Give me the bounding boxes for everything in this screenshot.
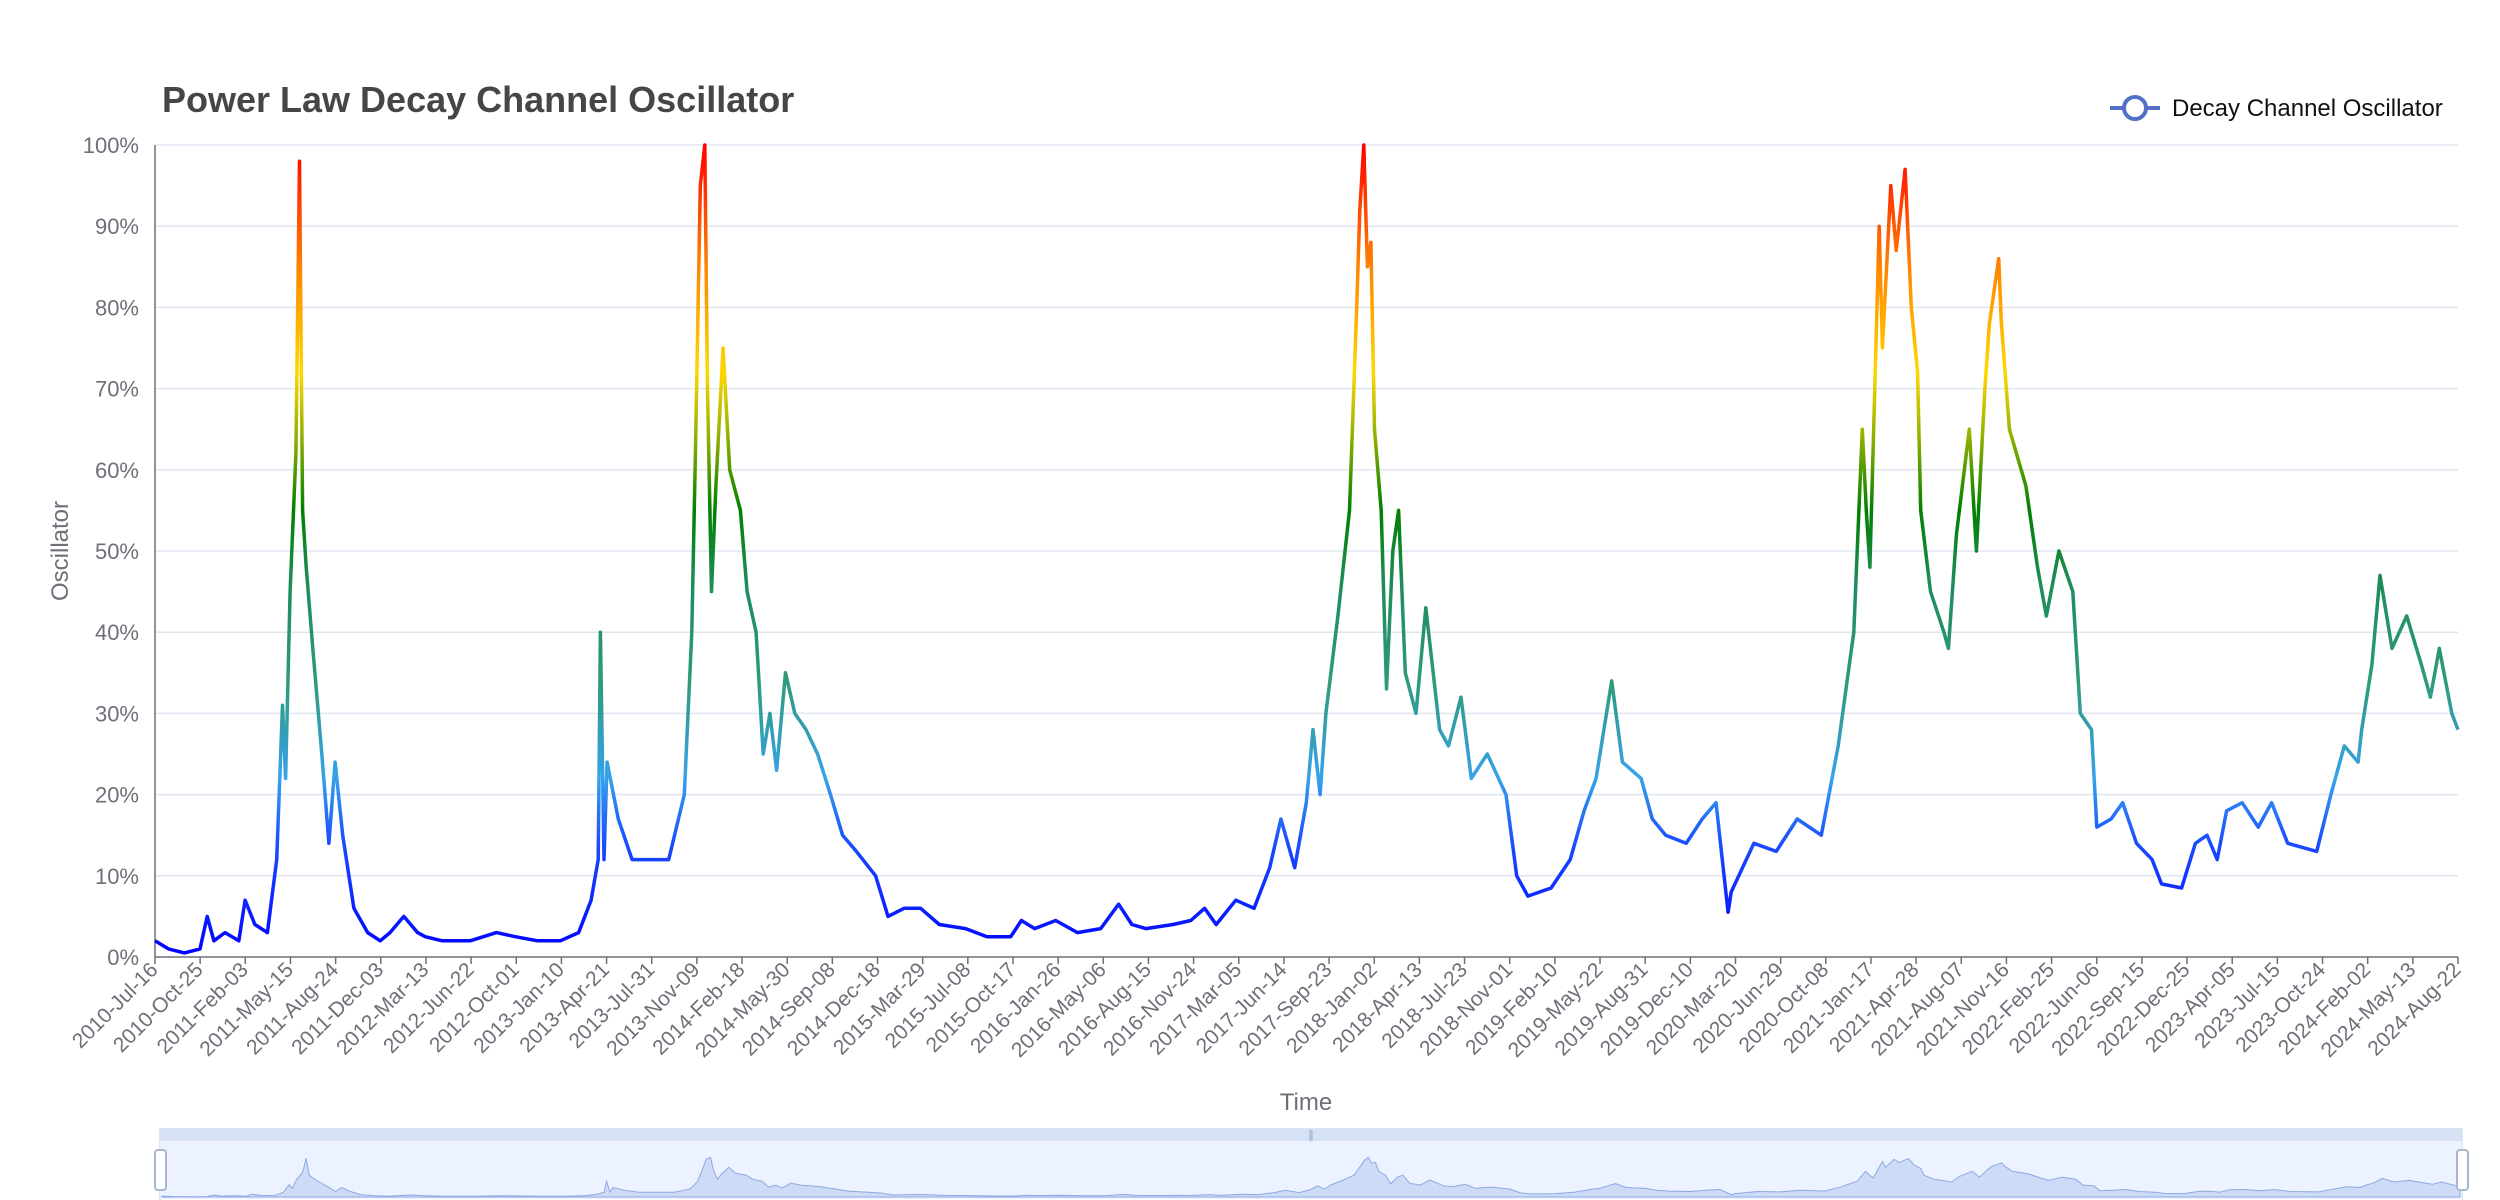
x-axis-title: Time [1280, 1089, 1332, 1116]
zoom-left-handle[interactable] [154, 1149, 167, 1191]
y-grid [155, 144, 2458, 877]
y-tick-label: 40% [95, 620, 139, 645]
y-tick-label: 0% [107, 945, 139, 970]
data-zoom-slider[interactable]: ∥ [154, 1128, 2469, 1200]
y-tick-label: 20% [95, 783, 139, 808]
legend-marker-icon [2122, 95, 2148, 121]
y-tick-label: 50% [95, 539, 139, 564]
zoom-move-bar[interactable] [160, 1129, 2462, 1141]
y-tick-label: 80% [95, 295, 139, 320]
legend-label: Decay Channel Oscillator [2172, 95, 2443, 122]
y-tick-label: 10% [95, 864, 139, 889]
y-axis-ticks: 0% 10% 20% 30% 40% 50% 60% 70% 80% 90% 100% [83, 133, 139, 970]
y-tick-label: 100% [83, 133, 139, 158]
y-tick-label: 70% [95, 377, 139, 402]
chart-title: Power Law Decay Channel Oscillator [162, 79, 794, 120]
zoom-preview-area [161, 1156, 2461, 1198]
y-axis-title: Oscillator [47, 501, 74, 601]
series-points [153, 143, 2460, 955]
y-tick-label: 60% [95, 458, 139, 483]
y-tick-label: 90% [95, 214, 139, 239]
series-line-decay-channel-oscillator[interactable] [154, 143, 2460, 955]
zoom-right-handle[interactable] [2456, 1149, 2469, 1191]
y-tick-label: 30% [95, 701, 139, 726]
x-axis-ticks: 2010-Jul-162010-Oct-252011-Feb-032011-Ma… [68, 957, 2466, 1062]
legend[interactable]: Decay Channel Oscillator [2110, 95, 2443, 122]
zoom-move-handle-icon[interactable]: ∥ [1308, 1128, 1314, 1142]
